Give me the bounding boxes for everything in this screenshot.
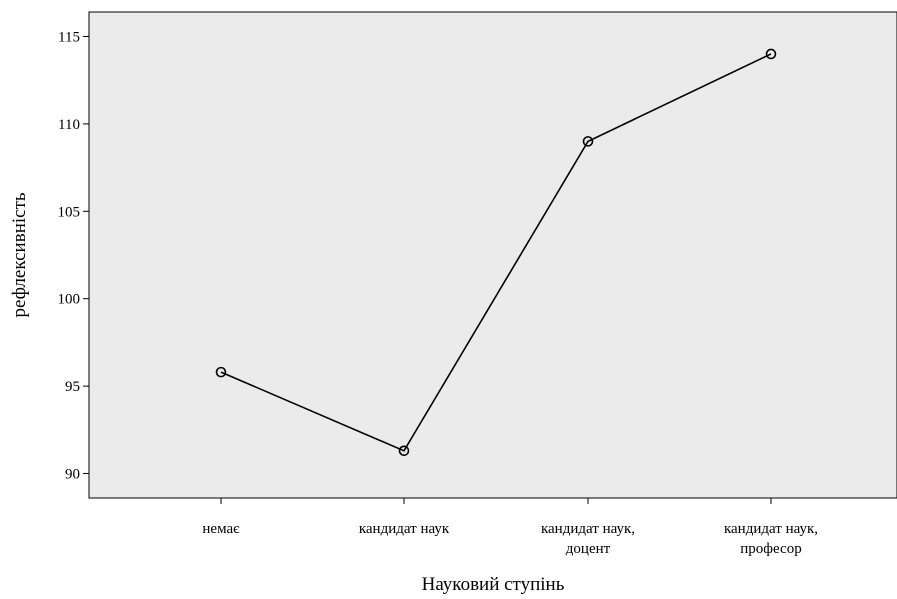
x-tick-label-line: кандидат наук, <box>724 521 818 537</box>
x-tick-label: немає <box>202 521 240 537</box>
x-tick-label-line: доцент <box>566 541 611 557</box>
x-axis-title: Науковий ступінь <box>422 574 565 595</box>
series-line <box>220 53 772 452</box>
y-axis-title: рефлексивність <box>9 192 30 317</box>
plot-area <box>88 11 897 499</box>
y-axis: 90 95 100 105 110 115 <box>58 29 89 483</box>
x-tick-label-line: кандидат наук <box>359 521 450 537</box>
data-point <box>582 136 594 147</box>
y-tick-label: 110 <box>58 117 80 133</box>
series-layer <box>215 48 777 457</box>
x-tick-label-line: немає <box>202 521 240 537</box>
x-tick-label-line: кандидат наук, <box>541 521 635 537</box>
data-point <box>398 445 410 457</box>
data-point <box>215 366 227 378</box>
x-axis: немає кандидат наук кандидат наук, доцентка… <box>202 498 818 557</box>
data-point <box>765 48 777 60</box>
x-tick-label: кандидат наук, доцент <box>541 521 635 557</box>
y-tick-label: 105 <box>58 204 81 220</box>
y-tick-label: 115 <box>58 29 80 45</box>
y-tick-label: 100 <box>58 292 81 308</box>
x-tick-label: кандидат наук <box>359 521 450 537</box>
y-tick-label: 95 <box>65 379 80 395</box>
x-tick-label: кандидат наук, професор <box>724 521 818 557</box>
x-tick-label-line: професор <box>740 541 801 557</box>
y-tick-label: 90 <box>65 467 80 483</box>
